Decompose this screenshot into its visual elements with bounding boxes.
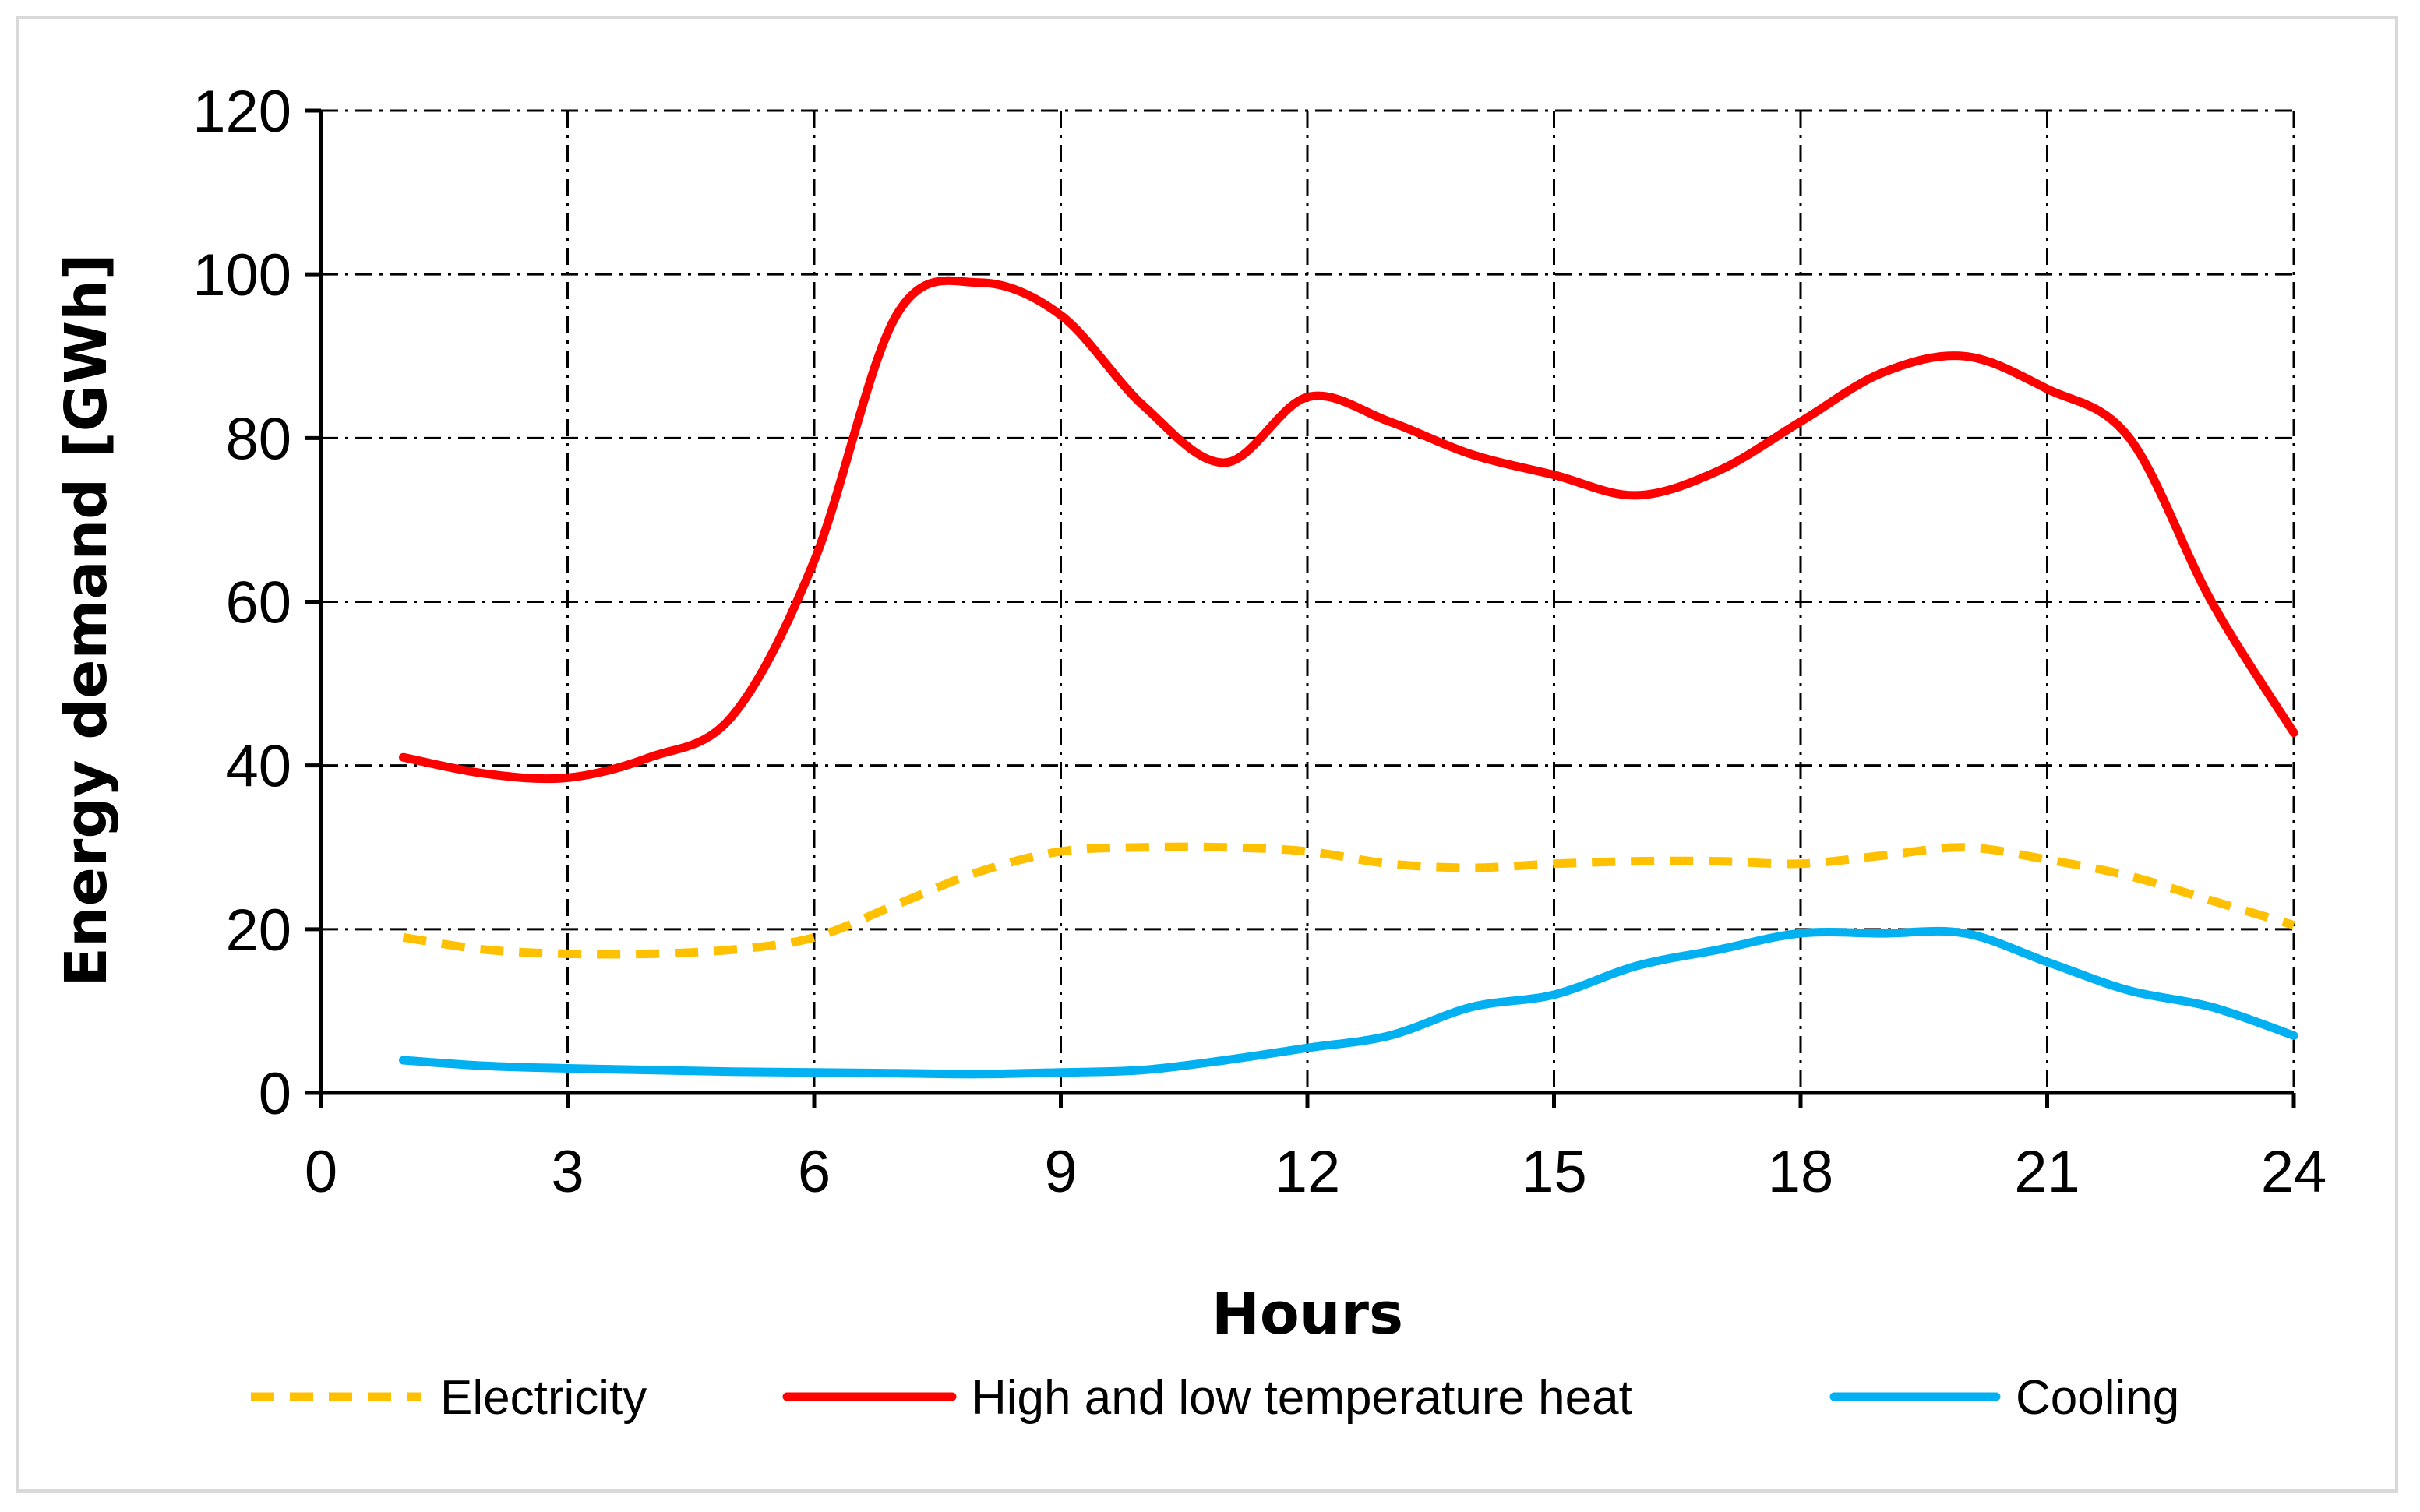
x-axis-title: Hours xyxy=(1212,1281,1403,1348)
x-tick-label: 12 xyxy=(1275,1139,1341,1205)
series-lines xyxy=(399,276,2298,1079)
series-line-cooling xyxy=(399,926,2298,1079)
legend-item-cooling: Cooling xyxy=(1829,1371,2179,1425)
legend-label: Cooling xyxy=(2016,1371,2179,1425)
x-tick-label: 15 xyxy=(1521,1139,1587,1205)
y-tick-label: 40 xyxy=(225,734,291,800)
y-tick-label: 120 xyxy=(192,79,291,145)
x-tick-label: 9 xyxy=(1044,1139,1077,1205)
x-tick-label: 18 xyxy=(1768,1139,1834,1205)
legend-item-high-and-low-temperature-heat: High and low temperature heat xyxy=(782,1371,1632,1425)
gridlines xyxy=(321,109,2295,1093)
tick-labels: 0 20 40 60 80 100 120 0 3 6 9 12 15 18 21 24 xyxy=(192,79,2327,1205)
x-tick-label: 21 xyxy=(2014,1139,2080,1205)
legend-label: High and low temperature heat xyxy=(972,1371,1632,1425)
legend: Electricity High and low temperature heat… xyxy=(251,1371,2179,1425)
y-tick-label: 100 xyxy=(192,242,291,308)
x-tick-label: 24 xyxy=(2261,1139,2327,1205)
chart-frame xyxy=(16,16,2398,1493)
y-tick-label: 0 xyxy=(259,1061,291,1127)
series-line-high-and-low-temperature-heat xyxy=(399,276,2298,784)
legend-item-electricity: Electricity xyxy=(251,1371,647,1425)
y-axis-title: Energy demand [GWh] xyxy=(53,253,120,986)
x-tick-label: 3 xyxy=(551,1139,584,1205)
legend-label: Electricity xyxy=(440,1371,647,1425)
y-tick-label: 20 xyxy=(225,897,291,964)
axes xyxy=(305,108,2296,1108)
series-line-electricity xyxy=(402,842,2295,959)
x-tick-label: 0 xyxy=(305,1139,337,1205)
x-tick-label: 6 xyxy=(798,1139,831,1205)
y-tick-label: 60 xyxy=(225,570,291,636)
y-tick-label: 80 xyxy=(225,406,291,472)
